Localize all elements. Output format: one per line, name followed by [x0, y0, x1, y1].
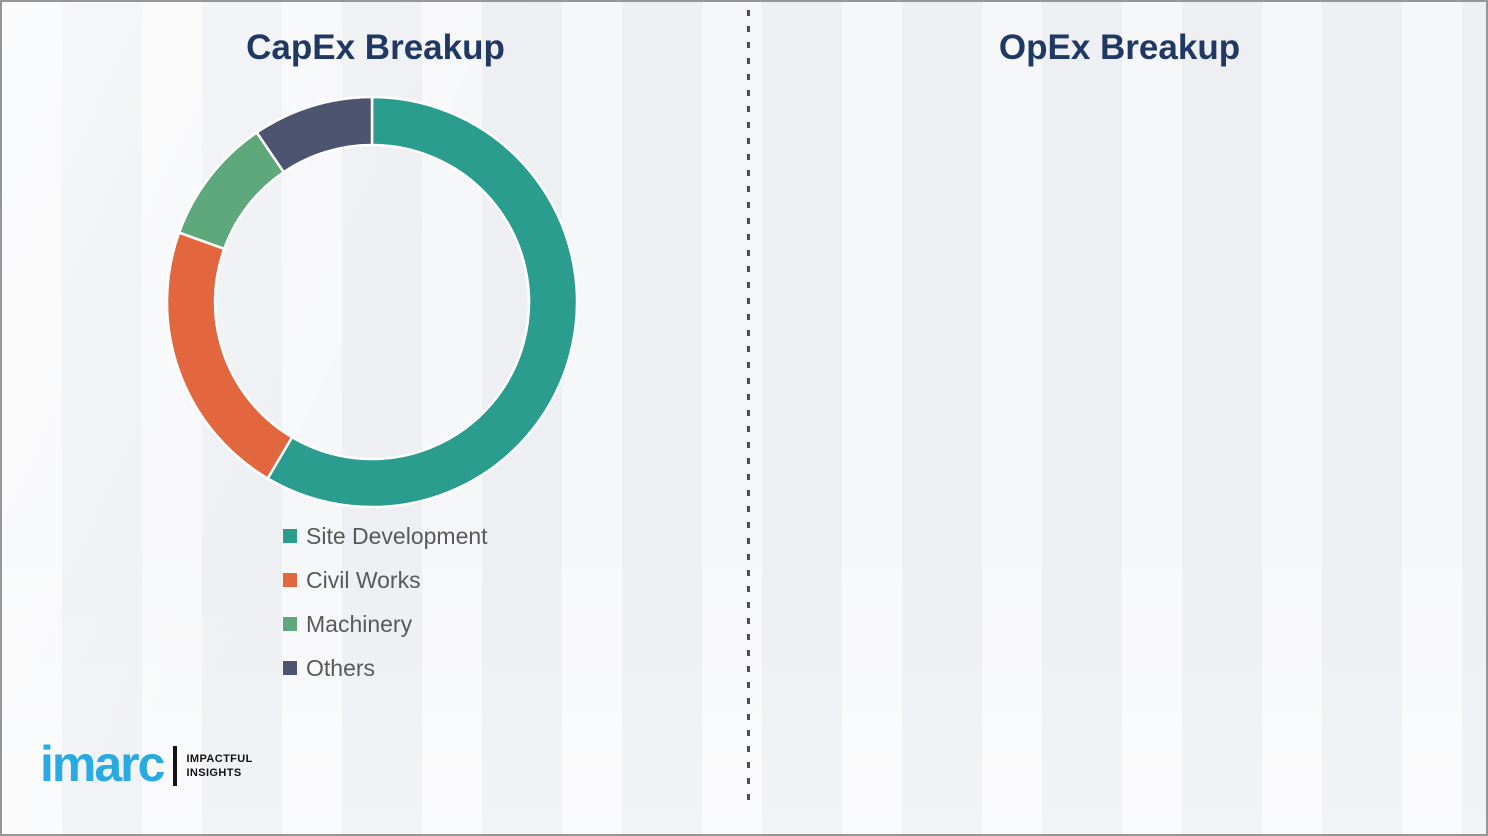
- legend-item-machinery: Machinery: [283, 602, 488, 646]
- legend-swatch-machinery: [283, 617, 297, 631]
- legend-label: Machinery: [306, 610, 413, 637]
- legend-swatch-others: [283, 661, 297, 675]
- opex-panel: OpEx Breakup Raw MaterialsSalaries and W…: [749, 2, 1488, 834]
- logo-tagline: IMPACTFUL INSIGHTS: [186, 752, 252, 781]
- logo-tagline-line2: INSIGHTS: [186, 767, 242, 779]
- legend-swatch-civil-works: [283, 573, 297, 587]
- opex-title: OpEx Breakup: [998, 28, 1241, 67]
- legend-item-others: Others: [283, 646, 488, 690]
- capex-donut-chart: [165, 95, 579, 509]
- logo-divider-bar: [173, 746, 178, 786]
- capex-slice-others: [255, 95, 374, 174]
- legend-item-civil-works: Civil Works: [283, 558, 488, 602]
- legend-swatch-site-development: [283, 529, 297, 543]
- capex-title: CapEx Breakup: [246, 28, 505, 67]
- capex-slice-civil-works: [165, 231, 294, 480]
- legend-label: Civil Works: [306, 566, 421, 593]
- capex-panel: CapEx Breakup Site Development Civil Work…: [2, 2, 749, 834]
- legend-item-site-development: Site Development: [283, 514, 488, 558]
- imarc-logo: imarc IMPACTFUL INSIGHTS: [40, 739, 253, 789]
- divider-dashed-line: [747, 10, 750, 802]
- legend-label: Site Development: [306, 522, 488, 549]
- legend-label: Others: [306, 654, 376, 681]
- capex-legend: Site Development Civil Works Machinery Othe…: [283, 514, 488, 690]
- logo-tagline-line1: IMPACTFUL: [186, 752, 253, 765]
- capex-slice-site-development: [266, 95, 579, 509]
- imarc-brand-text: imarc: [40, 736, 165, 792]
